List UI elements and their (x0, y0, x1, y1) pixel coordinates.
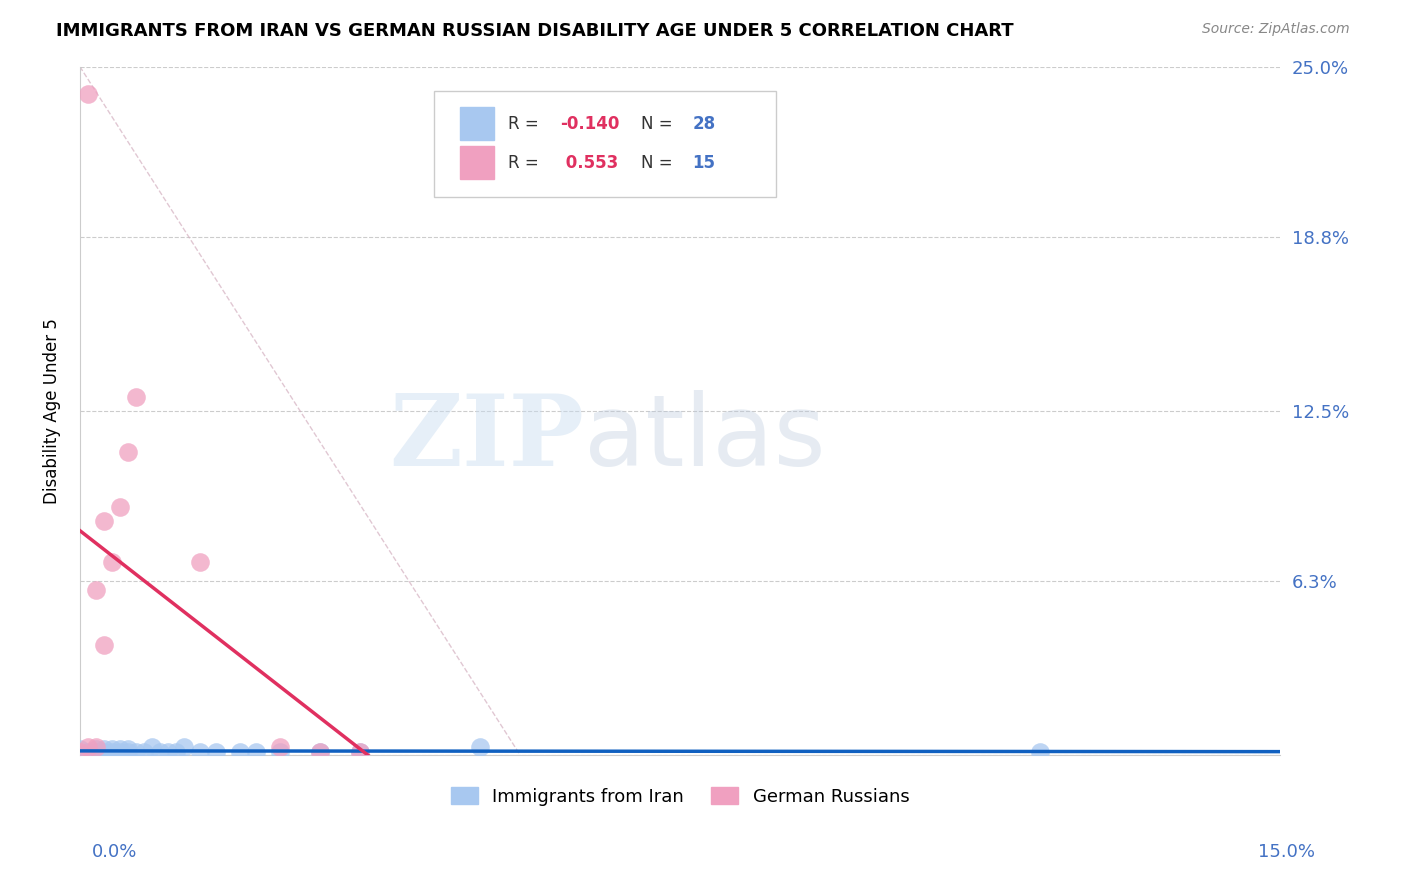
Point (468, 739, 491, 754)
Point (101, 745, 124, 759)
Point (93, 638, 115, 652)
Text: 15: 15 (692, 154, 716, 172)
Point (117, 742, 139, 756)
Point (156, 745, 179, 759)
Point (84, 582, 107, 597)
Point (269, 745, 291, 759)
Point (245, 745, 267, 759)
Point (108, 742, 131, 756)
Bar (460, 146, 494, 179)
Text: N =: N = (641, 154, 678, 172)
Point (84, 742, 107, 756)
Point (349, 745, 371, 759)
Point (165, 745, 187, 759)
Point (269, 739, 291, 754)
Point (117, 745, 139, 759)
Point (125, 745, 148, 759)
Text: Source: ZipAtlas.com: Source: ZipAtlas.com (1202, 22, 1350, 37)
Point (309, 745, 332, 759)
Point (84, 739, 107, 754)
Legend: Immigrants from Iran, German Russians: Immigrants from Iran, German Russians (441, 779, 918, 814)
Point (101, 742, 124, 756)
Bar (460, 107, 494, 140)
Text: atlas: atlas (583, 390, 825, 487)
Point (188, 745, 211, 759)
Text: R =: R = (509, 115, 544, 133)
Point (108, 745, 131, 759)
Point (309, 745, 332, 759)
Point (76, 739, 98, 754)
Text: IMMIGRANTS FROM IRAN VS GERMAN RUSSIAN DISABILITY AGE UNDER 5 CORRELATION CHART: IMMIGRANTS FROM IRAN VS GERMAN RUSSIAN D… (56, 22, 1014, 40)
Y-axis label: Disability Age Under 5: Disability Age Under 5 (44, 318, 60, 504)
Point (125, 390, 148, 404)
Point (149, 745, 172, 759)
Text: ZIP: ZIP (389, 390, 583, 487)
Point (76, 745, 98, 759)
Point (349, 745, 371, 759)
Text: N =: N = (641, 115, 678, 133)
Point (141, 739, 163, 754)
Point (229, 745, 252, 759)
Text: R =: R = (509, 154, 544, 172)
Point (117, 445, 139, 459)
Point (76, 87, 98, 102)
Point (84, 745, 107, 759)
Point (101, 555, 124, 569)
Point (93, 742, 115, 756)
Point (69, 742, 91, 756)
Point (69, 745, 91, 759)
Point (93, 514, 115, 528)
Text: 0.553: 0.553 (560, 154, 619, 172)
Point (108, 500, 131, 515)
Point (1029, 745, 1052, 759)
Point (93, 745, 115, 759)
Text: 15.0%: 15.0% (1257, 843, 1315, 861)
Point (188, 555, 211, 569)
FancyBboxPatch shape (434, 91, 776, 197)
Point (173, 739, 195, 754)
Point (132, 745, 155, 759)
Text: 28: 28 (692, 115, 716, 133)
Text: -0.140: -0.140 (560, 115, 620, 133)
Point (205, 745, 228, 759)
Text: 0.0%: 0.0% (91, 843, 136, 861)
